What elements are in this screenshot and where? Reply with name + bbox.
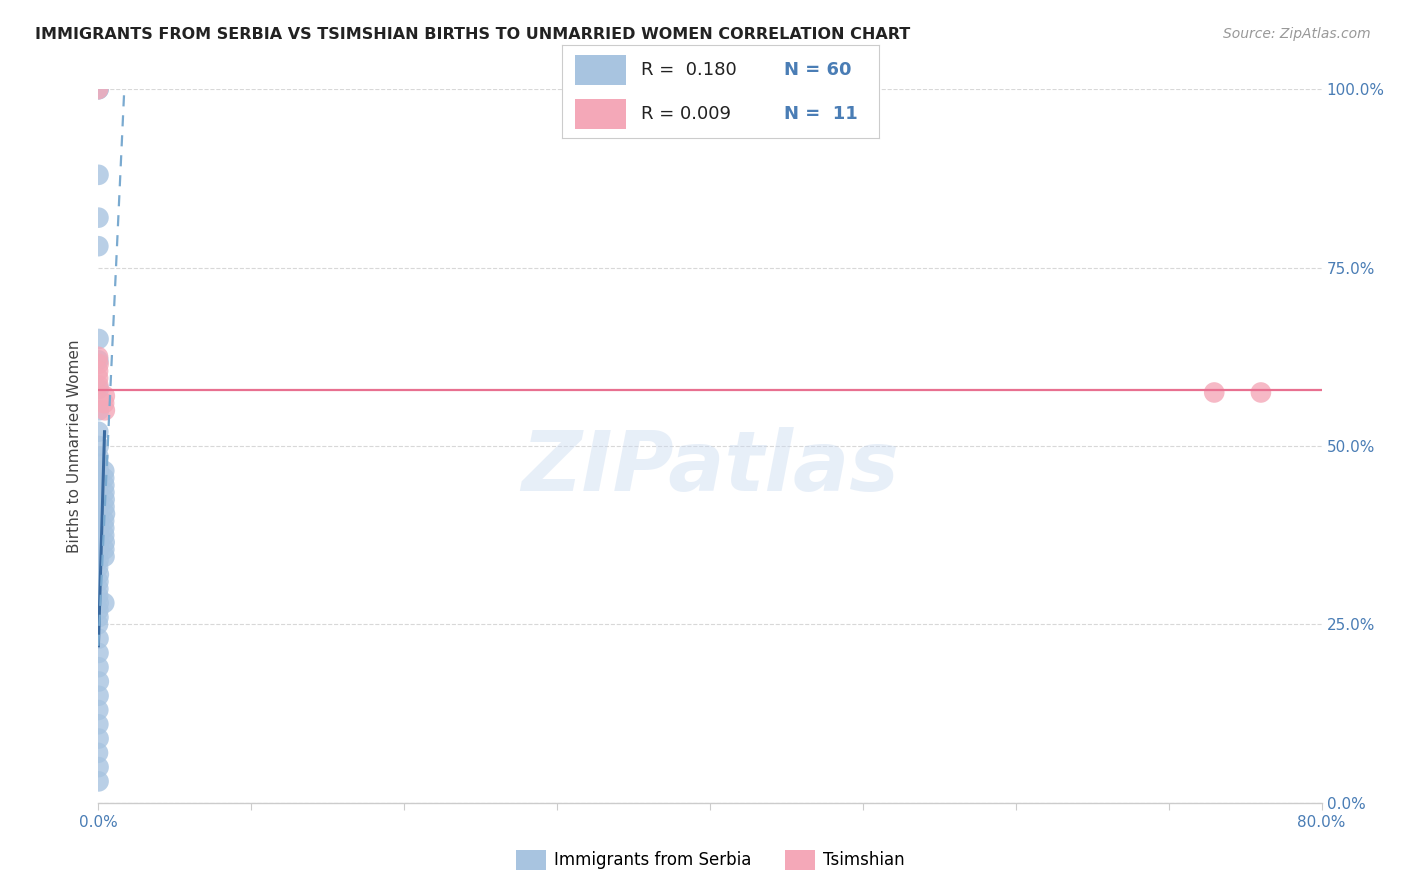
Point	[87, 567, 110, 582]
Point	[93, 485, 115, 500]
Point	[87, 492, 110, 507]
Point	[87, 439, 110, 453]
Point	[87, 674, 110, 689]
Point	[87, 689, 110, 703]
Point	[87, 539, 110, 553]
Point	[93, 528, 115, 542]
Point	[93, 464, 115, 478]
Point	[87, 774, 110, 789]
Point	[87, 603, 110, 617]
Point	[87, 646, 110, 660]
Point	[87, 464, 110, 478]
Point	[87, 731, 110, 746]
Point	[1250, 385, 1272, 400]
Point	[87, 717, 110, 731]
Point	[87, 546, 110, 560]
Point	[93, 500, 115, 514]
Point	[87, 560, 110, 574]
Point	[87, 211, 110, 225]
Point	[87, 589, 110, 603]
Point	[93, 542, 115, 557]
Point	[87, 82, 110, 96]
Point	[87, 517, 110, 532]
Point	[87, 239, 110, 253]
Point	[87, 532, 110, 546]
Text: IMMIGRANTS FROM SERBIA VS TSIMSHIAN BIRTHS TO UNMARRIED WOMEN CORRELATION CHART: IMMIGRANTS FROM SERBIA VS TSIMSHIAN BIRT…	[35, 27, 911, 42]
Point	[94, 507, 117, 521]
Point	[93, 549, 115, 564]
Point	[87, 82, 110, 96]
Point	[87, 353, 110, 368]
Point	[87, 510, 110, 524]
Point	[87, 760, 110, 774]
Point	[94, 403, 117, 417]
Point	[87, 371, 110, 385]
Point	[87, 350, 110, 364]
Point	[87, 168, 110, 182]
Text: ZIPatlas: ZIPatlas	[522, 427, 898, 508]
Text: R =  0.180: R = 0.180	[641, 61, 737, 78]
Point	[87, 500, 110, 514]
Point	[87, 82, 110, 96]
Point	[87, 403, 110, 417]
Point	[87, 450, 110, 464]
Point	[87, 382, 110, 396]
Point	[87, 617, 110, 632]
Point	[87, 660, 110, 674]
Point	[93, 535, 115, 549]
Point	[87, 524, 110, 539]
Point	[87, 457, 110, 471]
Point	[87, 582, 110, 596]
Point	[93, 596, 115, 610]
Point	[87, 378, 110, 392]
Point	[87, 553, 110, 567]
Point	[94, 389, 117, 403]
Legend: Immigrants from Serbia, Tsimshian: Immigrants from Serbia, Tsimshian	[509, 843, 911, 877]
Point	[93, 478, 115, 492]
Point	[87, 485, 110, 500]
Point	[93, 471, 115, 485]
Point	[1204, 385, 1226, 400]
Point	[93, 396, 115, 410]
Point	[87, 596, 110, 610]
Point	[87, 478, 110, 492]
Point	[87, 610, 110, 624]
Point	[87, 425, 110, 439]
FancyBboxPatch shape	[575, 55, 626, 85]
Point	[87, 703, 110, 717]
Point	[93, 492, 115, 507]
Point	[93, 521, 115, 535]
Point	[87, 364, 110, 378]
Y-axis label: Births to Unmarried Women: Births to Unmarried Women	[67, 339, 83, 553]
Point	[87, 574, 110, 589]
Point	[87, 357, 110, 371]
Text: N = 60: N = 60	[785, 61, 852, 78]
Text: R = 0.009: R = 0.009	[641, 105, 731, 123]
Point	[87, 332, 110, 346]
Point	[87, 632, 110, 646]
Point	[93, 514, 115, 528]
Text: Source: ZipAtlas.com: Source: ZipAtlas.com	[1223, 27, 1371, 41]
Point	[87, 746, 110, 760]
Text: N =  11: N = 11	[785, 105, 858, 123]
Point	[87, 471, 110, 485]
FancyBboxPatch shape	[575, 99, 626, 129]
